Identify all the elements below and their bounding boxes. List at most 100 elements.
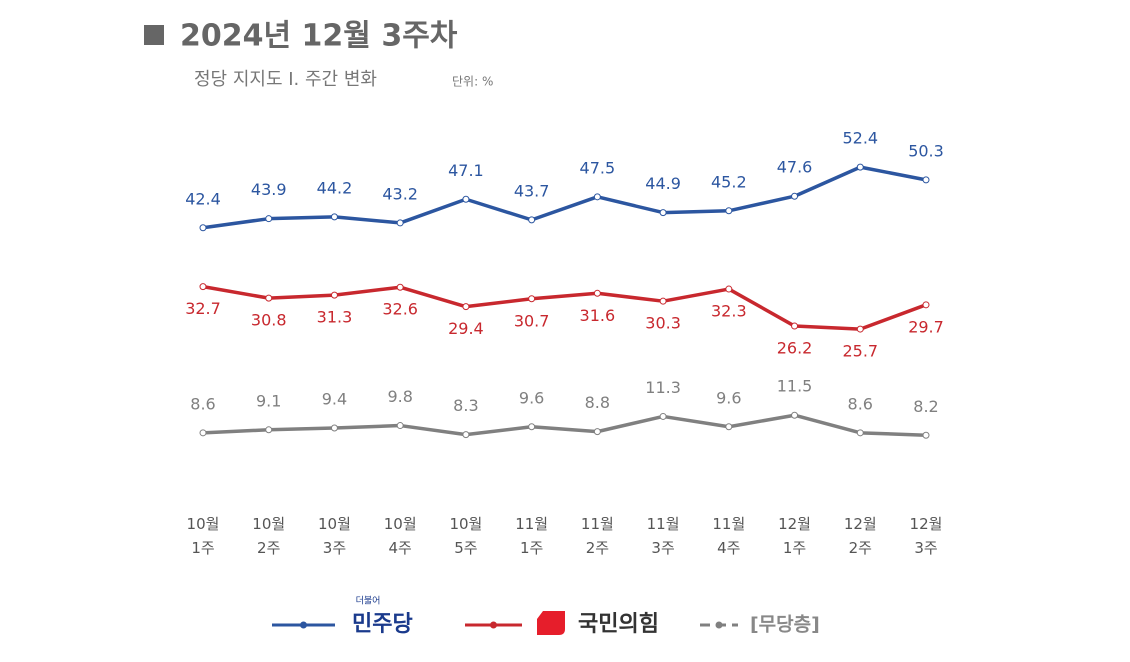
- series-line: [202, 413, 927, 438]
- x-tick-label: 10월 3주: [318, 515, 351, 557]
- x-tick-label: 11월 2주: [581, 515, 614, 557]
- data-label: 8.6: [848, 394, 873, 413]
- data-label: 43.2: [382, 184, 418, 203]
- data-label: 47.5: [580, 158, 616, 177]
- legend-label: 민주당: [352, 612, 413, 637]
- data-point: [659, 412, 667, 420]
- x-tick-label: 12월 2주: [844, 515, 877, 557]
- legend-dot: [715, 621, 723, 629]
- data-point: [330, 291, 338, 299]
- data-label: 44.2: [317, 178, 353, 197]
- party-logo: [537, 611, 565, 635]
- data-point: [593, 193, 601, 201]
- data-point: [856, 163, 864, 171]
- data-label: 52.4: [842, 129, 878, 148]
- data-label: 9.4: [322, 389, 347, 408]
- data-label: 44.9: [645, 174, 681, 193]
- data-point: [791, 192, 799, 200]
- data-label: 8.2: [913, 397, 938, 416]
- data-point: [199, 283, 207, 291]
- legend-dot: [490, 621, 497, 629]
- data-label: 32.6: [382, 300, 418, 319]
- data-label: 30.8: [251, 311, 287, 330]
- data-point: [791, 411, 799, 419]
- data-point: [330, 424, 338, 432]
- title-bullet: [144, 25, 164, 45]
- data-label: 43.7: [514, 181, 550, 200]
- chart-title: 2024년 12월 3주차: [180, 19, 458, 54]
- data-label: 29.4: [448, 319, 484, 338]
- data-label: 8.6: [190, 394, 215, 413]
- unit-label: 단위: %: [452, 75, 493, 89]
- data-label: 8.3: [453, 396, 478, 415]
- data-point: [330, 213, 338, 221]
- x-tick-label: 12월 1주: [778, 515, 811, 557]
- data-label: 30.7: [514, 311, 550, 330]
- data-point: [856, 429, 864, 437]
- data-label: 9.6: [716, 388, 741, 407]
- x-tick-label: 11월 3주: [647, 515, 680, 557]
- x-tick-label: 10월 5주: [449, 515, 482, 557]
- series-line: [202, 284, 927, 331]
- data-point: [396, 219, 404, 227]
- data-point: [462, 195, 470, 203]
- data-point: [528, 295, 536, 303]
- legend-dot: [300, 621, 307, 629]
- data-point: [528, 423, 536, 431]
- data-point: [659, 209, 667, 217]
- x-tick-label: 11월 4주: [712, 515, 745, 557]
- data-label: 32.7: [185, 299, 221, 318]
- data-label: 30.3: [645, 314, 681, 333]
- data-label: 31.6: [580, 306, 616, 325]
- x-tick-label: 10월 2주: [252, 515, 285, 557]
- data-point: [725, 207, 733, 215]
- data-point: [462, 431, 470, 439]
- data-label: 9.8: [387, 387, 412, 406]
- data-label: 43.9: [251, 180, 287, 199]
- data-point: [725, 285, 733, 293]
- data-point: [593, 289, 601, 297]
- data-label: 11.3: [645, 378, 681, 397]
- x-tick-label: 12월 3주: [910, 515, 943, 557]
- data-point: [856, 325, 864, 333]
- data-point: [725, 423, 733, 431]
- data-label: 25.7: [842, 342, 878, 361]
- data-point: [528, 216, 536, 224]
- data-point: [922, 176, 930, 184]
- data-point: [199, 429, 207, 437]
- data-label: 50.3: [908, 141, 944, 160]
- data-label: 11.5: [777, 377, 813, 396]
- legend-label: 국민의힘: [578, 612, 659, 637]
- x-tick-label: 11월 1주: [515, 515, 548, 557]
- data-label: 47.6: [777, 158, 813, 177]
- series-line: [202, 165, 927, 230]
- data-label: 8.8: [585, 393, 610, 412]
- data-point: [265, 215, 273, 223]
- data-label: 32.3: [711, 302, 747, 321]
- data-label: 26.2: [777, 339, 813, 358]
- data-label: 42.4: [185, 189, 221, 208]
- data-point: [922, 431, 930, 439]
- data-label: 31.3: [317, 308, 353, 327]
- x-tick-label: 10월 1주: [187, 515, 220, 557]
- data-label: 29.7: [908, 317, 944, 336]
- data-point: [462, 303, 470, 311]
- data-point: [265, 426, 273, 434]
- data-point: [659, 297, 667, 305]
- legend-note: 더불어: [356, 596, 381, 607]
- data-point: [199, 224, 207, 232]
- data-label: 45.2: [711, 172, 747, 191]
- data-label: 47.1: [448, 161, 484, 180]
- data-label: 9.1: [256, 391, 281, 410]
- legend-label: [무당층]: [750, 614, 820, 636]
- data-point: [593, 428, 601, 436]
- data-point: [791, 322, 799, 330]
- data-point: [265, 294, 273, 302]
- data-point: [396, 283, 404, 291]
- chart-subtitle: 정당 지지도 Ⅰ. 주간 변화: [194, 69, 377, 90]
- x-tick-label: 10월 4주: [384, 515, 417, 557]
- data-point: [396, 422, 404, 430]
- data-label: 9.6: [519, 388, 544, 407]
- data-point: [922, 301, 930, 309]
